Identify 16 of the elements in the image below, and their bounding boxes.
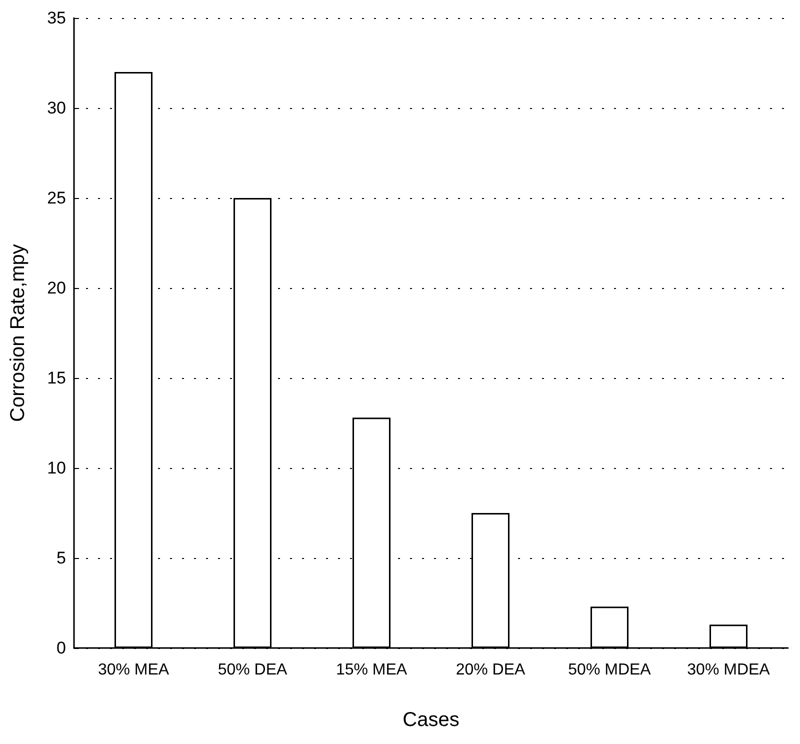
x-tick-label: 20% DEA [456, 662, 526, 678]
y-tick-label: 0 [56, 638, 66, 658]
x-tick-label: 30% MDEA [687, 662, 770, 678]
y-tick-label: 35 [47, 8, 66, 28]
x-tick-label: 50% MDEA [568, 662, 652, 678]
y-tick-label: 10 [47, 458, 66, 478]
x-tick-label: 50% DEA [218, 662, 288, 678]
y-tick-label: 5 [56, 548, 66, 568]
y-tick-label: 20 [47, 278, 66, 298]
x-tick-label: 30% MEA [98, 662, 170, 678]
y-tick-label: 25 [47, 188, 66, 208]
y-tick-label: 30 [47, 98, 66, 118]
x-axis-title: Cases [402, 709, 460, 731]
x-tick-label: 15% MEA [336, 662, 408, 678]
y-axis-title: Corrosion Rate,mpy [7, 244, 29, 422]
y-tick-label: 15 [47, 368, 66, 388]
